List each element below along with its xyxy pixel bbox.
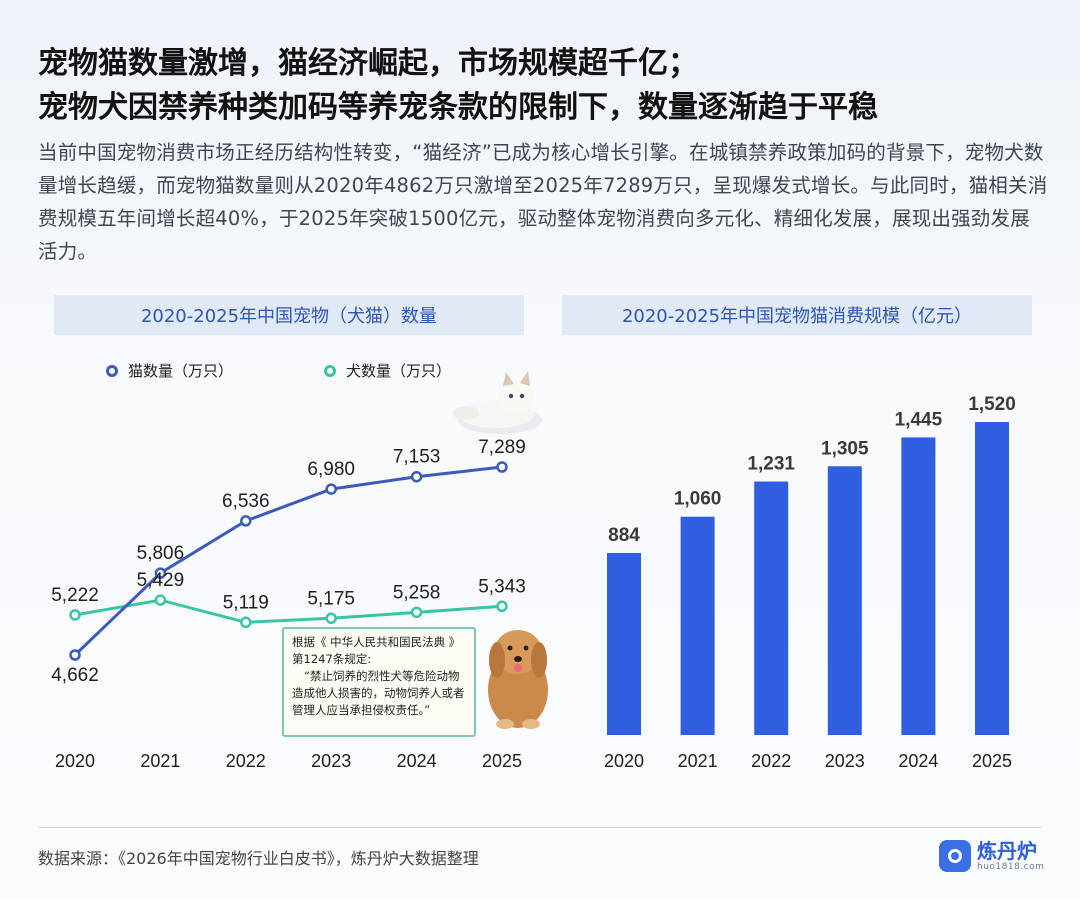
line-x-tick-2024: 2024 <box>397 751 437 771</box>
dog-value-label-2025: 5,343 <box>478 576 526 597</box>
line-x-tick-2022: 2022 <box>226 751 266 771</box>
logo-domain: huo1818.com <box>977 862 1045 872</box>
bar-x-tick-2023: 2023 <box>825 751 865 771</box>
bar-value-label-2021: 1,060 <box>674 489 722 510</box>
bar-2024 <box>901 437 936 735</box>
cat-value-label-2024: 7,153 <box>393 447 441 468</box>
dog-value-label-2023: 5,175 <box>307 588 355 609</box>
cat-value-label-2021: 5,806 <box>137 543 185 564</box>
bar-chart-title: 2020-2025年中国宠物猫消费规模（亿元） <box>562 295 1032 335</box>
line-x-tick-2023: 2023 <box>311 751 351 771</box>
series-line-dog <box>74 598 503 624</box>
legend-dog-marker <box>324 364 336 377</box>
law-note-quote: “禁止饲养的烈性犬等危险动物造成他人损害的，动物饲养人或者管理人应当承担侵权责任… <box>292 669 465 717</box>
legend-dog: 犬数量（万只） <box>324 360 451 381</box>
dog-value-label-2020: 5,222 <box>51 585 99 606</box>
legend-cat: 猫数量（万只） <box>106 360 233 381</box>
point-dog-2024 <box>410 606 423 619</box>
bar-2022 <box>754 481 789 735</box>
point-cat-2023 <box>325 483 337 495</box>
intro-paragraph: 当前中国宠物消费市场正经历结构性转变，“猫经济”已成为核心增长引擎。在城镇禁养政… <box>38 141 1048 263</box>
cat-photo-icon <box>453 371 542 434</box>
point-dog-2021 <box>154 594 167 606</box>
bar-value-label-2020: 884 <box>608 525 640 546</box>
bar-value-label-2025: 1,520 <box>968 394 1016 415</box>
legend-cat-label: 猫数量（万只） <box>128 362 234 380</box>
bar-2021 <box>680 516 715 735</box>
cat-value-label-2022: 6,536 <box>222 491 270 512</box>
title-line-1: 宠物猫数量激增，猫经济崛起，市场规模超千亿； <box>38 46 698 81</box>
point-dog-2022 <box>240 616 252 629</box>
bar-value-label-2022: 1,231 <box>747 454 795 475</box>
bar-x-tick-2024: 2024 <box>898 751 938 771</box>
series-line-cat <box>73 465 503 657</box>
bar-value-label-2023: 1,305 <box>821 438 869 459</box>
law-note-box: 根据《 中华人民共和国民法典 》 第1247条规定: “禁止饲养的烈性犬等危险动… <box>282 627 476 737</box>
legend-cat-marker <box>106 364 118 377</box>
dog-photo-icon <box>488 630 548 729</box>
legend-dog-label: 犬数量（万只） <box>346 362 452 380</box>
line-x-tick-2021: 2021 <box>140 751 180 771</box>
dog-value-label-2024: 5,258 <box>393 582 441 603</box>
point-cat-2021 <box>154 567 167 579</box>
law-note-line-1: 根据《 中华人民共和国民法典 》 <box>292 635 461 649</box>
title-line-2: 宠物犬因禁养种类加码等养宠条款的限制下，数量逐渐趋于平稳 <box>38 90 878 125</box>
line-x-tick-2020: 2020 <box>55 751 95 771</box>
point-cat-2024 <box>410 470 423 483</box>
point-cat-2020 <box>69 649 81 661</box>
point-dog-2025 <box>496 600 508 613</box>
line-x-tick-2025: 2025 <box>482 751 522 771</box>
bar-2020 <box>607 552 641 735</box>
bar-x-tick-2022: 2022 <box>751 751 791 771</box>
footer-divider <box>38 827 1042 828</box>
dog-value-label-2022: 5,119 <box>223 592 269 613</box>
cat-value-label-2025: 7,289 <box>478 437 526 458</box>
line-chart-title: 2020-2025年中国宠物（犬猫）数量 <box>54 295 524 335</box>
page-title: 宠物猫数量激增，猫经济崛起，市场规模超千亿； 宠物犬因禁养种类加码等养宠条款的限… <box>38 42 878 130</box>
cat-value-label-2023: 6,980 <box>307 459 355 480</box>
bar-x-tick-2020: 2020 <box>604 751 644 771</box>
bar-2023 <box>827 466 862 735</box>
point-cat-2022 <box>240 515 252 527</box>
logo-icon <box>939 840 971 872</box>
point-cat-2025 <box>496 461 508 473</box>
bar-x-tick-2025: 2025 <box>972 751 1012 771</box>
bar-x-tick-2021: 2021 <box>678 751 718 771</box>
bar-value-label-2024: 1,445 <box>895 409 943 430</box>
law-note-line-2: 第1247条规定: <box>292 652 372 666</box>
dog-value-label-2021: 5,429 <box>137 570 185 591</box>
brand-logo: 炼丹炉 huo1818.com <box>939 840 1044 872</box>
data-source: 数据来源：《2026年中国宠物行业白皮书》，炼丹炉大数据整理 <box>38 849 479 868</box>
point-dog-2023 <box>325 612 337 625</box>
logo-name: 炼丹炉 <box>977 839 1037 863</box>
point-dog-2020 <box>69 609 81 621</box>
bar-2025 <box>975 422 1009 735</box>
cat-value-label-2020: 4,662 <box>51 665 99 686</box>
